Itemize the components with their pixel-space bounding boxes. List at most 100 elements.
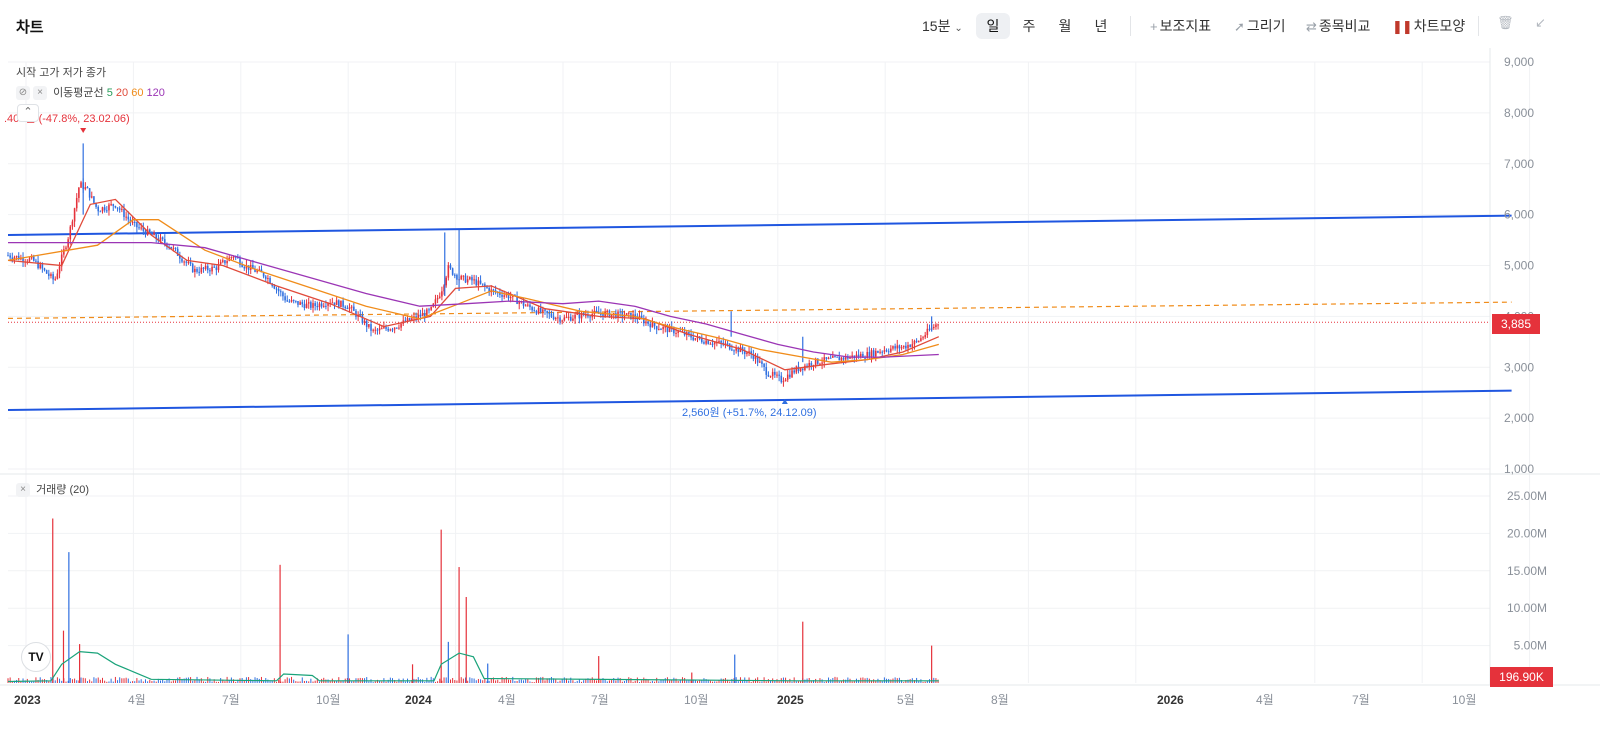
candle-body: [677, 330, 679, 333]
candle-body: [417, 314, 420, 319]
candle-body: [761, 361, 763, 364]
candle-body: [795, 366, 798, 373]
candle-body: [707, 340, 710, 344]
candle-body: [11, 257, 14, 260]
candle-body: [806, 365, 808, 367]
candle-body: [185, 261, 188, 263]
candle-body: [415, 316, 417, 319]
candle-body: [864, 357, 866, 359]
candle-body: [449, 265, 452, 269]
candle-body: [37, 261, 39, 269]
chart-axes: 9,0008,0007,0006,0005,0004,0003,0002,000…: [14, 55, 1547, 707]
candle-body: [881, 351, 884, 353]
candle-body: [544, 309, 546, 311]
candle-body: [660, 329, 662, 331]
candle-body: [247, 265, 250, 270]
candle-body: [144, 230, 147, 235]
candle-body: [69, 226, 72, 240]
candle-body: [269, 277, 271, 284]
candle-body: [370, 324, 372, 331]
chart-type-button[interactable]: ❚❚ 차트모양: [1392, 13, 1465, 39]
interval-dropdown[interactable]: 15분 ⌄: [922, 13, 963, 39]
candle-body: [297, 301, 299, 305]
tab-week[interactable]: 주: [1022, 18, 1036, 34]
candle-body: [174, 247, 177, 249]
candle-body: [350, 306, 353, 308]
draw-button[interactable]: ➚ 그리기: [1234, 13, 1286, 39]
candle-body: [333, 302, 336, 305]
collapse-icon[interactable]: ↙: [1535, 15, 1546, 30]
candle-body: [537, 307, 540, 314]
candle-body: [391, 329, 394, 331]
stock-chart[interactable]: 9,0008,0007,0006,0005,0004,0003,0002,000…: [0, 48, 1600, 739]
draw-label: 그리기: [1246, 18, 1286, 34]
toolbar-divider: [1130, 16, 1131, 36]
candle-body: [892, 346, 894, 349]
candle-body: [123, 208, 125, 217]
tab-day[interactable]: 일: [976, 13, 1010, 39]
candle-body: [133, 221, 136, 223]
low-marker: [781, 399, 788, 404]
candle-body: [539, 307, 542, 313]
candle-body: [870, 350, 873, 358]
ma20-legend: 20: [115, 87, 129, 99]
tab-year[interactable]: 년: [1094, 18, 1108, 34]
legend-collapse-button[interactable]: ⌃: [17, 104, 39, 122]
candle-body: [651, 321, 654, 328]
candle-body: [932, 327, 935, 329]
candle-body: [245, 265, 248, 269]
candle-body: [501, 294, 503, 297]
time-tick-label: 10월: [316, 693, 340, 707]
candle-body: [355, 310, 357, 317]
candle-body: [615, 313, 617, 318]
trash-icon[interactable]: 🗑: [1497, 15, 1514, 30]
candle-body: [548, 313, 551, 315]
candle-body: [709, 343, 712, 345]
candle-body: [503, 295, 505, 297]
candle-body: [767, 374, 770, 377]
candle-body: [404, 320, 407, 322]
tradingview-logo[interactable]: TV: [21, 642, 51, 672]
candle-body: [116, 207, 119, 209]
eye-off-icon[interactable]: ⊘: [16, 86, 30, 101]
candle-body: [559, 317, 561, 322]
ma60-line: [7, 219, 939, 363]
candle-body: [183, 261, 185, 263]
candle-body: [15, 255, 18, 258]
high-marker: [80, 128, 87, 133]
candle-body: [39, 264, 42, 269]
candle-body: [595, 310, 598, 312]
candle-body: [303, 304, 306, 309]
candle-body: [552, 316, 555, 320]
candle-body: [320, 303, 323, 307]
tab-month[interactable]: 월: [1058, 18, 1072, 34]
candle-body: [436, 297, 439, 300]
candle-body: [196, 268, 198, 272]
current-volume-badge: 196.90K: [1490, 667, 1553, 687]
close-icon[interactable]: ×: [33, 86, 47, 101]
indicator-button[interactable]: + 보조지표: [1150, 13, 1211, 39]
candle-body: [814, 358, 817, 366]
candle-body: [187, 262, 190, 264]
candle-body: [127, 216, 130, 220]
candle-body: [164, 239, 166, 244]
candle-body: [438, 296, 441, 298]
candle-body: [426, 309, 428, 317]
candle-body: [140, 227, 142, 229]
candle-body: [625, 313, 628, 317]
price-tick-label: 3,000: [1504, 360, 1534, 374]
candle-body: [191, 263, 194, 273]
candle-body: [507, 294, 510, 299]
volume-series: [7, 518, 939, 683]
close-icon[interactable]: ×: [16, 483, 30, 498]
candle-body: [823, 357, 826, 363]
time-tick-label: 10월: [1452, 693, 1476, 707]
candle-body: [275, 288, 278, 290]
volume-tick-label: 10.00M: [1507, 601, 1547, 615]
price-tick-label: 9,000: [1504, 55, 1534, 69]
compare-button[interactable]: ⇄ 종목비교: [1306, 13, 1370, 39]
candle-body: [484, 284, 486, 287]
candle-body: [443, 285, 445, 292]
candle-body: [148, 229, 151, 233]
interval-label: 15분: [922, 18, 951, 34]
